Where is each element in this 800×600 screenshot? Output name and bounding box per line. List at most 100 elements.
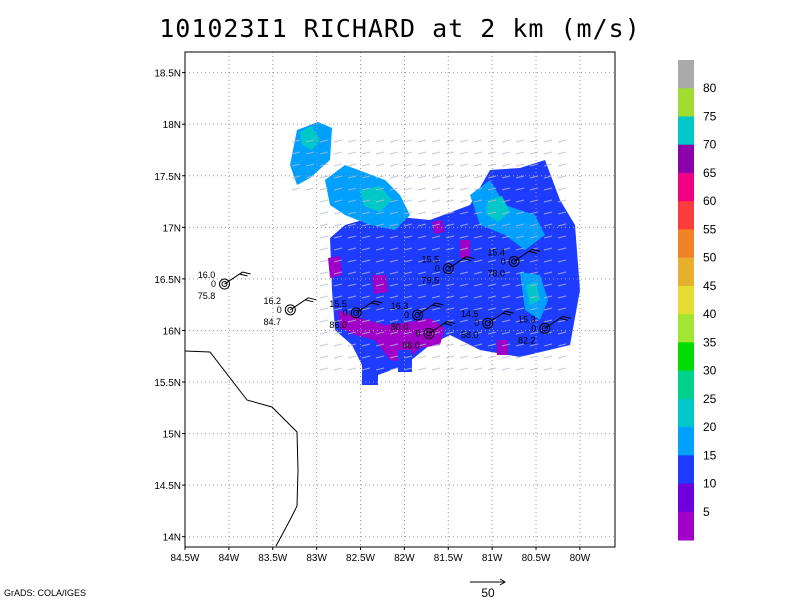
colorbar-label: 70	[703, 138, 717, 152]
colorbar-swatch	[678, 314, 694, 343]
x-tick-label: 82W	[394, 553, 415, 564]
x-tick-label: 80W	[570, 553, 591, 564]
storm-center-marker: 016.0 75.8	[198, 270, 251, 301]
center-lower-label: 82.2	[518, 335, 536, 345]
colorbar-swatch	[678, 88, 694, 117]
colorbar-label: 45	[703, 279, 717, 293]
center-upper-label: 15.4	[487, 247, 505, 257]
credit-label: GrADS: COLA/IGES	[4, 588, 87, 598]
colorbar-swatch	[678, 144, 694, 174]
colorbar-label: 55	[703, 222, 717, 236]
plot-frame	[184, 51, 616, 548]
storm-center-marker: 014.5 58.0	[461, 309, 514, 340]
storm-center-marker: 015.3 82.2	[518, 314, 571, 345]
colorbar-swatch	[678, 342, 694, 372]
center-lower-label: 79.5	[421, 276, 439, 286]
center-upper-label: 16.2	[264, 296, 282, 306]
storm-center-marker: 015.5 79.5	[421, 255, 475, 286]
colorbar-label: 60	[703, 194, 717, 208]
y-tick-label: 14.5N	[154, 481, 181, 492]
center-lower-label: 78.0	[487, 268, 505, 278]
center-marker-o: 0	[501, 256, 506, 266]
colorbar-label: 40	[703, 307, 717, 321]
x-axis-ticks: 84.5W 84W 83.5W 83W 82.5W 82W 81.5W 81W 80.5W 80W	[171, 547, 591, 564]
x-tick-label: 84W	[219, 553, 240, 564]
colorbar-swatch	[678, 483, 694, 513]
center-marker-o: 0	[531, 323, 536, 333]
storm-center-marker: 058.0	[402, 321, 456, 351]
center-lower-label: 86.0	[329, 320, 347, 330]
vector-scale: 50	[470, 578, 506, 600]
y-tick-label: 15.5N	[154, 378, 181, 389]
center-marker-o: 0	[404, 310, 409, 320]
vector-scale-label: 50	[481, 586, 495, 600]
y-tick-label: 17.5N	[154, 172, 181, 183]
x-tick-label: 81.5W	[434, 553, 463, 564]
y-tick-label: 18N	[163, 120, 181, 131]
y-tick-label: 14N	[163, 533, 181, 544]
y-tick-label: 18.5N	[154, 69, 181, 80]
center-lower-label: 58.0	[402, 341, 420, 351]
colorbar-label: 80	[703, 81, 717, 95]
colorbar-swatch	[678, 116, 694, 146]
center-upper-label: 15.3	[518, 314, 536, 324]
center-upper-label: 14.5	[461, 309, 479, 319]
colorbar-label: 50	[703, 251, 717, 265]
colorbar-label: 75	[703, 109, 717, 123]
colorbar-swatch	[678, 511, 694, 541]
center-lower-label: 75.8	[198, 291, 216, 301]
y-tick-label: 16.5N	[154, 275, 181, 286]
storm-center-marker: 016.3 80.0	[391, 301, 444, 332]
center-marker-o: 0	[415, 329, 420, 339]
colorbar-swatch	[678, 60, 694, 89]
colorbar-label: 10	[703, 477, 717, 491]
wind-vectors	[291, 139, 567, 371]
center-marker-o: 0	[343, 308, 348, 318]
y-tick-label: 16N	[163, 326, 181, 337]
storm-center-marker: 016.2 84.7	[264, 296, 317, 327]
x-tick-label: 84.5W	[171, 553, 200, 564]
wind-field	[290, 122, 580, 385]
center-upper-label: 15.5	[421, 255, 439, 265]
center-upper-label: 15.5	[329, 299, 347, 309]
x-tick-label: 82.5W	[346, 553, 375, 564]
x-tick-label: 83.5W	[258, 553, 287, 564]
center-lower-label: 80.0	[391, 322, 409, 332]
colorbar-swatch	[678, 427, 694, 456]
colorbar-label: 65	[703, 166, 717, 180]
storm-center-marker: 015.4 78.0	[487, 247, 541, 278]
colorbar-label: 35	[703, 335, 717, 349]
center-marker-o: 0	[211, 279, 216, 289]
colorbar-label: 25	[703, 392, 717, 406]
storm-centers: 016.075.8016.284.7015.586.0016.380.0058.…	[198, 247, 571, 351]
colorbar-label: 5	[703, 505, 710, 519]
colorbar-label: 30	[703, 364, 717, 378]
center-upper-label: 16.3	[391, 301, 409, 311]
colorbar-swatch	[678, 229, 694, 259]
center-upper-label: 16.0	[198, 270, 216, 280]
x-tick-label: 83W	[306, 553, 327, 564]
coastline	[184, 350, 299, 547]
chart-title: 101023I1 RICHARD at 2 km (m/s)	[159, 14, 641, 43]
center-marker-o: 0	[474, 318, 479, 328]
colorbar-label: 15	[703, 448, 717, 462]
colorbar: 5 10 15 20 25 30 35 40 45 50 55 60 65 70 75 80	[678, 60, 717, 541]
colorbar-swatch	[678, 285, 694, 315]
colorbar-swatch	[678, 398, 694, 428]
colorbar-swatch	[678, 201, 694, 230]
center-lower-label: 84.7	[264, 317, 282, 327]
colorbar-swatch	[678, 257, 694, 287]
x-tick-label: 80.5W	[522, 553, 551, 564]
y-tick-label: 17N	[163, 223, 181, 234]
storm-center-marker: 015.5 86.0	[329, 299, 383, 330]
colorbar-swatch	[678, 455, 694, 485]
colorbar-label: 20	[703, 420, 717, 434]
y-axis-ticks: 18.5N 18N 17.5N 17N 16.5N 16N 15.5N 15N 14.5N 14N	[154, 69, 185, 544]
x-tick-label: 81W	[482, 553, 503, 564]
colorbar-swatch	[678, 172, 694, 202]
center-marker-o: 0	[435, 264, 440, 274]
center-marker-o: 0	[277, 305, 282, 315]
y-tick-label: 15N	[163, 430, 181, 441]
center-lower-label: 58.0	[461, 330, 479, 340]
